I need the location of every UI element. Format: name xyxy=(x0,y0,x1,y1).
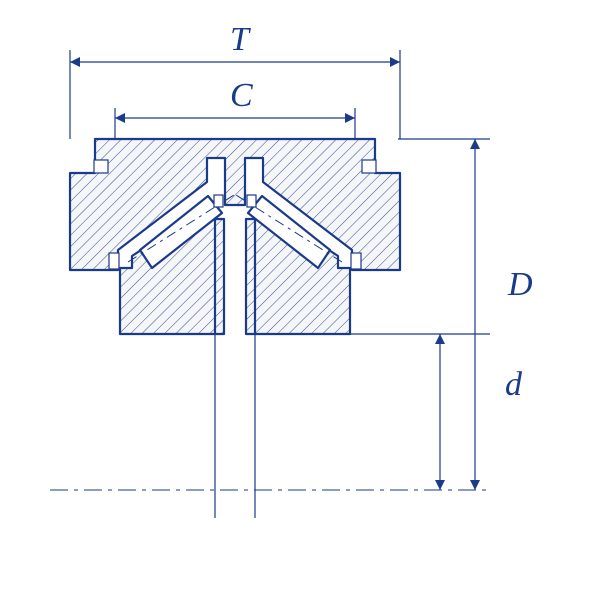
svg-text:C: C xyxy=(230,77,253,114)
svg-text:d: d xyxy=(505,366,523,403)
svg-text:T: T xyxy=(230,21,251,58)
svg-text:D: D xyxy=(507,266,533,303)
